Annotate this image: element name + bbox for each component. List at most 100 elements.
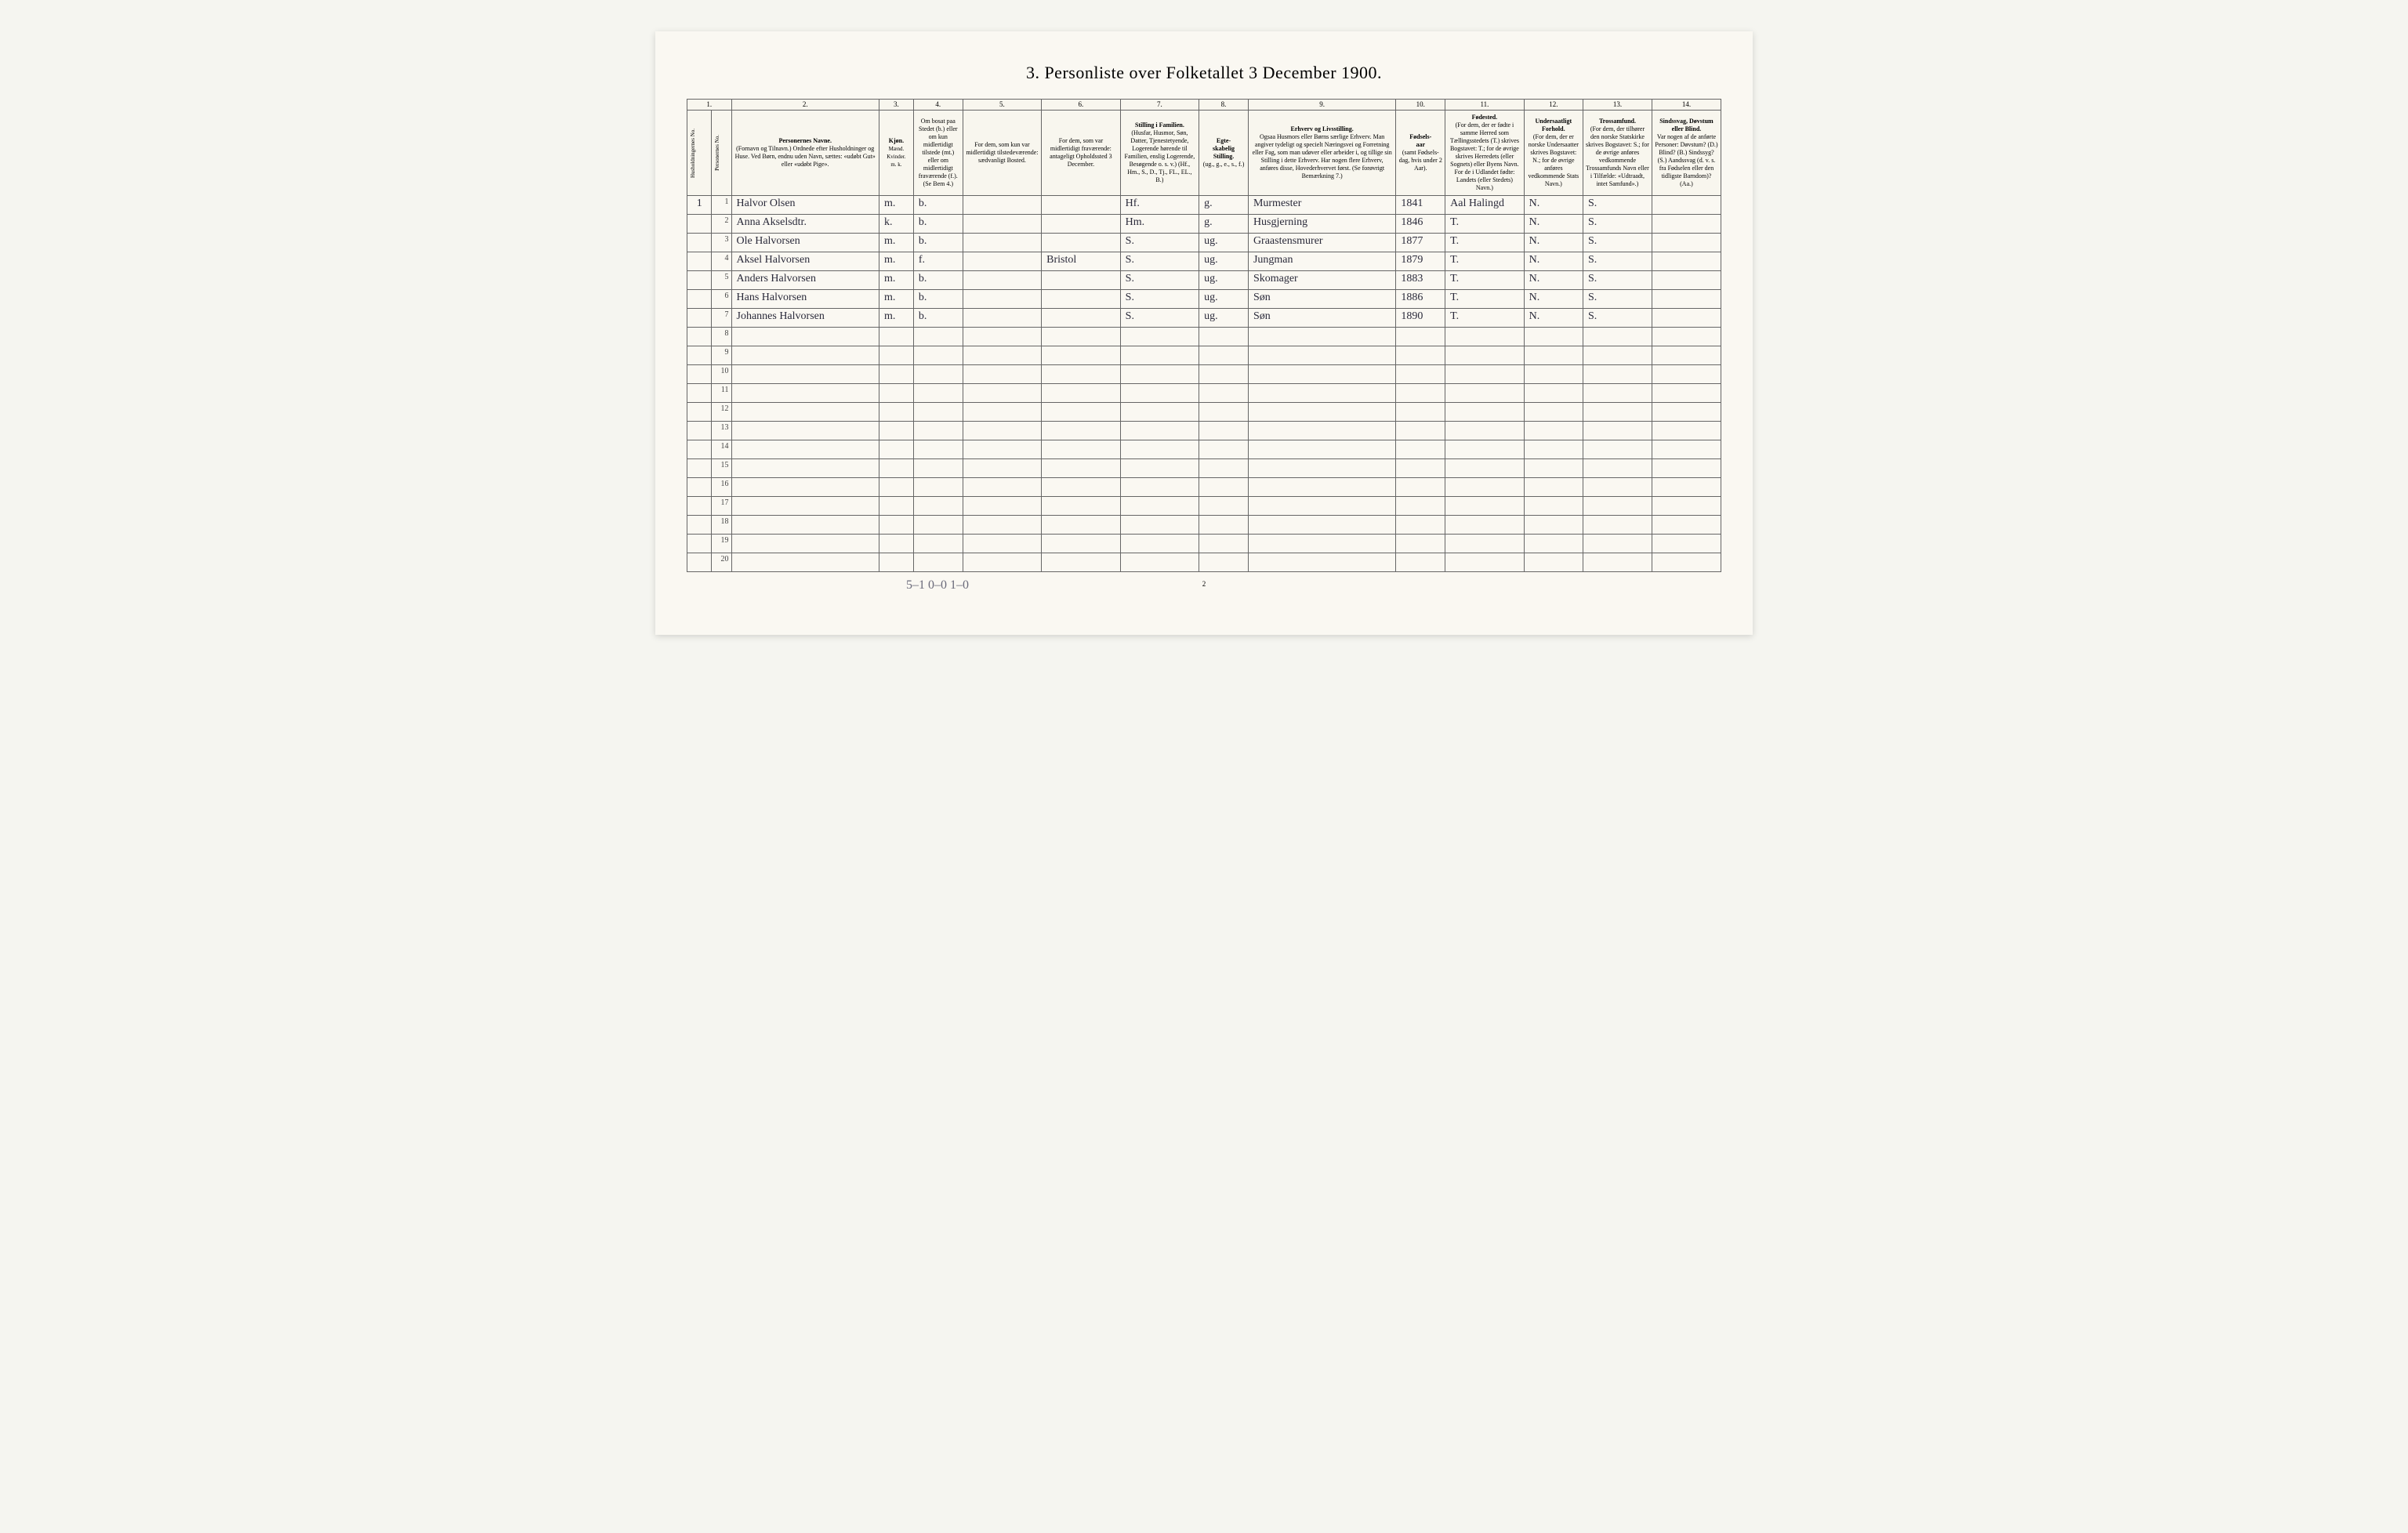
cell-nat bbox=[1524, 328, 1583, 346]
cell-name: Ole Halvorsen bbox=[731, 234, 879, 252]
cell-dis bbox=[1652, 252, 1721, 271]
cell-temp_absent bbox=[1042, 403, 1120, 422]
cell-birthplace bbox=[1445, 459, 1524, 478]
cell-rel bbox=[1583, 535, 1652, 553]
cell-name bbox=[731, 384, 879, 403]
col-number: 9. bbox=[1248, 100, 1395, 111]
cell-occ bbox=[1248, 422, 1395, 440]
cell-year bbox=[1396, 553, 1445, 572]
col-number: 7. bbox=[1120, 100, 1199, 111]
cell-rel: S. bbox=[1583, 252, 1652, 271]
cell-res bbox=[913, 497, 963, 516]
cell-name: Johannes Halvorsen bbox=[731, 309, 879, 328]
census-table: 1.2.3.4.5.6.7.8.9.10.11.12.13.14. Hushol… bbox=[687, 99, 1721, 572]
cell-res bbox=[913, 403, 963, 422]
person-row: 3Ole Halvorsenm.b.S.ug.Graastensmurer187… bbox=[687, 234, 1721, 252]
cell-n: 15 bbox=[712, 459, 731, 478]
cell-year bbox=[1396, 497, 1445, 516]
cell-hh bbox=[687, 309, 712, 328]
cell-temp_present bbox=[963, 478, 1041, 497]
cell-fam bbox=[1120, 346, 1199, 365]
cell-n: 10 bbox=[712, 365, 731, 384]
cell-birthplace: Aal Halingd bbox=[1445, 196, 1524, 215]
page-number: 2 bbox=[687, 580, 1721, 588]
census-page: 3. Personliste over Folketallet 3 Decemb… bbox=[655, 31, 1753, 635]
cell-n: 11 bbox=[712, 384, 731, 403]
cell-year: 1846 bbox=[1396, 215, 1445, 234]
cell-nat: N. bbox=[1524, 290, 1583, 309]
cell-res bbox=[913, 422, 963, 440]
cell-rel bbox=[1583, 346, 1652, 365]
cell-birthplace bbox=[1445, 403, 1524, 422]
cell-sex bbox=[879, 346, 913, 365]
cell-sex bbox=[879, 384, 913, 403]
cell-temp_absent bbox=[1042, 234, 1120, 252]
cell-sex: m. bbox=[879, 196, 913, 215]
cell-occ: Søn bbox=[1248, 309, 1395, 328]
cell-dis bbox=[1652, 365, 1721, 384]
cell-sex bbox=[879, 553, 913, 572]
col-number: 3. bbox=[879, 100, 913, 111]
cell-name: Hans Halvorsen bbox=[731, 290, 879, 309]
cell-temp_present bbox=[963, 553, 1041, 572]
cell-hh bbox=[687, 252, 712, 271]
cell-res: b. bbox=[913, 290, 963, 309]
blank-row: 8 bbox=[687, 328, 1721, 346]
cell-nat bbox=[1524, 516, 1583, 535]
cell-temp_present bbox=[963, 309, 1041, 328]
cell-rel: S. bbox=[1583, 234, 1652, 252]
cell-sex: m. bbox=[879, 252, 913, 271]
cell-sex: m. bbox=[879, 234, 913, 252]
cell-temp_present bbox=[963, 365, 1041, 384]
cell-birthplace bbox=[1445, 516, 1524, 535]
cell-nat bbox=[1524, 440, 1583, 459]
cell-birthplace bbox=[1445, 365, 1524, 384]
hdr-birthplace: Fødested.(For dem, der er fødte i samme … bbox=[1445, 111, 1524, 196]
cell-temp_present bbox=[963, 422, 1041, 440]
cell-temp_absent bbox=[1042, 196, 1120, 215]
cell-fam bbox=[1120, 403, 1199, 422]
cell-n: 4 bbox=[712, 252, 731, 271]
person-row: 2Anna Akselsdtr.k.b.Hm.g.Husgjerning1846… bbox=[687, 215, 1721, 234]
cell-fam: Hm. bbox=[1120, 215, 1199, 234]
cell-res: f. bbox=[913, 252, 963, 271]
cell-dis bbox=[1652, 403, 1721, 422]
cell-mar bbox=[1199, 535, 1249, 553]
cell-rel: S. bbox=[1583, 290, 1652, 309]
cell-hh bbox=[687, 328, 712, 346]
cell-name: Anders Halvorsen bbox=[731, 271, 879, 290]
cell-birthplace: T. bbox=[1445, 309, 1524, 328]
cell-year bbox=[1396, 459, 1445, 478]
cell-nat bbox=[1524, 553, 1583, 572]
cell-dis bbox=[1652, 478, 1721, 497]
col-number: 8. bbox=[1199, 100, 1249, 111]
cell-occ bbox=[1248, 553, 1395, 572]
hdr-religion: Trossamfund.(For dem, der tilhører den n… bbox=[1583, 111, 1652, 196]
cell-birthplace bbox=[1445, 346, 1524, 365]
cell-res bbox=[913, 365, 963, 384]
cell-temp_absent bbox=[1042, 440, 1120, 459]
cell-name bbox=[731, 328, 879, 346]
cell-hh bbox=[687, 516, 712, 535]
cell-nat: N. bbox=[1524, 234, 1583, 252]
cell-temp_present bbox=[963, 252, 1041, 271]
cell-sex bbox=[879, 478, 913, 497]
cell-temp_absent bbox=[1042, 328, 1120, 346]
cell-year: 1883 bbox=[1396, 271, 1445, 290]
cell-temp_present bbox=[963, 234, 1041, 252]
cell-hh bbox=[687, 535, 712, 553]
cell-name bbox=[731, 478, 879, 497]
cell-res bbox=[913, 459, 963, 478]
cell-birthplace bbox=[1445, 440, 1524, 459]
cell-temp_absent bbox=[1042, 553, 1120, 572]
cell-sex bbox=[879, 459, 913, 478]
cell-sex bbox=[879, 365, 913, 384]
cell-mar bbox=[1199, 422, 1249, 440]
cell-fam bbox=[1120, 553, 1199, 572]
cell-nat bbox=[1524, 535, 1583, 553]
cell-sex bbox=[879, 422, 913, 440]
cell-birthplace bbox=[1445, 422, 1524, 440]
cell-occ bbox=[1248, 497, 1395, 516]
cell-temp_present bbox=[963, 271, 1041, 290]
cell-dis bbox=[1652, 516, 1721, 535]
